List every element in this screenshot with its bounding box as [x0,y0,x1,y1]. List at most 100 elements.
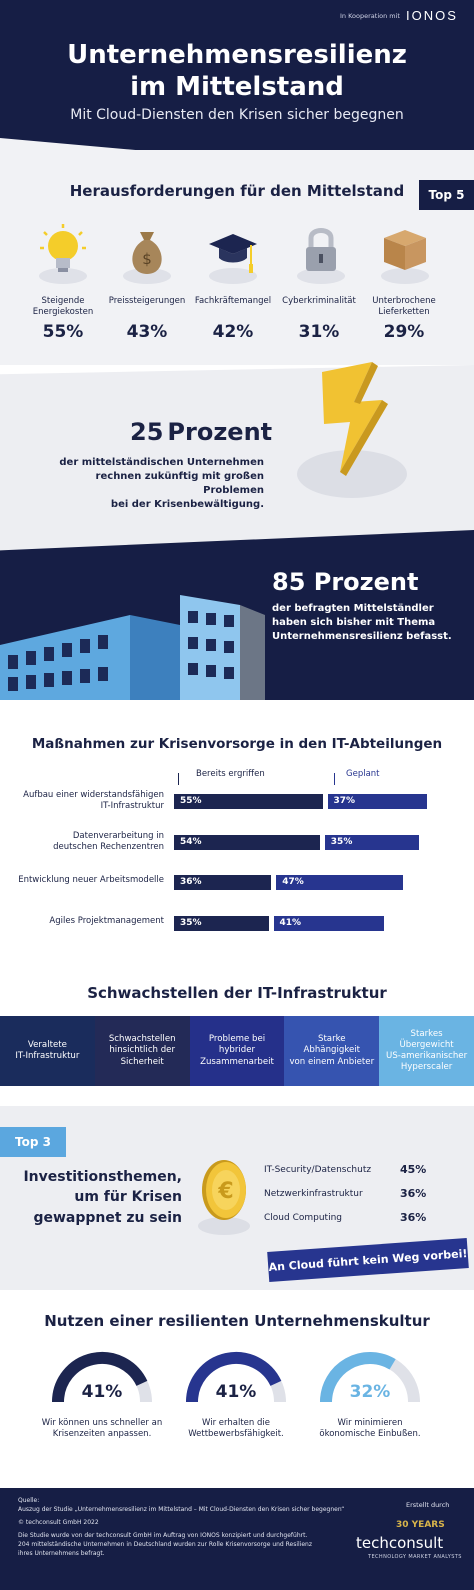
cooperation-text: In Kooperation mit [340,12,400,20]
weakness-text: Veraltete IT-Infrastruktur [15,1040,79,1062]
gauge-svg [186,1351,286,1403]
page-title-line2: im Mittelstand [130,72,344,102]
bar-planned: 37% [327,794,428,809]
weaknesses-heading: Schwachstellen der IT-Infrastruktur [87,984,387,1002]
gauge-fill [320,1352,396,1403]
stat25-line2: rechnen zukünftig mit großen Problemen [95,471,264,496]
gauge-value: 32% [349,1382,391,1402]
weakness-text-line2: von einem Anbieter [289,1056,375,1067]
weakness-cell: Veraltete IT-Infrastruktur [0,1016,95,1086]
box-icon [380,224,430,284]
weakness-text-line1: Veraltete [27,1039,67,1050]
weakness-text-line1: Starke Abhängigkeit [303,1034,361,1056]
measure-label-line2: deutschen Rechenzentren [53,842,164,853]
weakness-cell: Starkes Übergewicht US-amerikanischer Hype… [379,1016,474,1086]
techconsult-logo: 30 YEARS techconsult TECHNOLOGY MARKET A… [344,1520,464,1570]
weakness-text: Probleme bei hybrider Zusammenarbeit [200,1034,274,1068]
invest-item-value: 45% [400,1163,427,1176]
legend-done-line [178,773,179,785]
gauge-fill [52,1351,148,1403]
logo-years: 30 YEARS [396,1520,445,1530]
weakness-text-line1: Starkes Übergewicht [399,1028,454,1050]
stat25-bg [0,365,474,550]
weakness-text-line3: Zusammenarbeit [200,1056,274,1067]
challenge-label-4-line1: Cyberkriminalität [282,296,356,306]
stat25-line1: der mittelständischen Unternehmen [59,457,264,468]
weakness-text-line2: hybrider [218,1045,256,1056]
challenge-label-3: Fachkräftemangel [190,296,276,307]
gauge [318,1350,422,1406]
gauge-svg [320,1352,420,1403]
top3-badge: Top 3 [0,1127,66,1157]
stat85-text: der befragten Mittelständler haben sich … [272,602,452,644]
stat85-line2: haben sich bisher mit Thema [272,617,436,628]
gauge-label: Wir erhalten die Wettbewerbsfähigkeit. [172,1418,300,1441]
measure-label: Entwicklung neuer Arbeitsmodelle [6,875,164,886]
challenge-value-4: 31% [298,322,340,342]
weakness-text-line1: Schwachstellen [108,1034,176,1045]
challenge-value-3: 42% [212,322,254,342]
challenge-value-1: 55% [42,322,84,342]
challenge-label-1-line1: Steigende [41,296,85,306]
weakness-text-line3: Sicherheit [120,1056,164,1067]
invest-item-label: Netzwerkinfrastruktur [264,1189,363,1199]
invest-title-line3: gewappnet zu sein [33,1209,182,1226]
challenge-label-1: Steigende Energiekosten [20,296,106,317]
invest-item-label: Cloud Computing [264,1213,342,1223]
challenges-heading: Herausforderungen für den Mittelstand [69,182,405,200]
stat85-line3: Unternehmensresilienz befasst. [272,631,452,642]
stat85-headline: 85 Prozent [272,568,419,596]
top5-badge-label: Top 5 [428,188,465,202]
created-by-label: Erstellt durch [406,1501,450,1509]
weakness-text-line2: hinsichtlich der [109,1045,176,1056]
bar-done: 54% [174,835,320,850]
footer-note-line2: 204 mittelständische Unternehmen in Deut… [18,1541,313,1548]
challenge-label-5-line1: Unterbrochene [372,296,436,306]
stat25-line3: bei der Krisenbewältigung. [110,499,264,510]
challenge-value-5: 29% [383,322,425,342]
bar-planned: 41% [273,916,385,931]
gauge-label-line2: Krisenzeiten anpassen. [52,1429,152,1440]
page-subtitle: Mit Cloud-Diensten den Krisen sicher beg… [70,107,404,123]
bar-done: 36% [174,875,272,890]
measure-label: Datenverarbeitung in deutschen Rechenzent… [6,831,164,854]
ionos-logo: IONOS [406,8,458,23]
weakness-text: Starkes Übergewicht US-amerikanischer Hype… [383,1029,470,1074]
invest-title: Investitionsthemen, um für Krisen gewapp… [20,1167,182,1228]
challenge-label-4: Cyberkriminalität [276,296,362,307]
gauge-label: Wir minimieren ökonomische Einbußen. [306,1418,434,1441]
challenge-label-1-line2: Energiekosten [32,306,94,317]
svg-text:$: $ [142,250,152,268]
bar-done: 35% [174,916,269,931]
top5-badge: Top 5 [419,180,474,210]
invest-item-value: 36% [400,1211,427,1224]
gauge-value: 41% [81,1382,123,1402]
weakness-text-line3: Hyperscaler [400,1062,453,1073]
weakness-text-line2: US-amerikanischer [386,1051,468,1061]
stat25-number: 25 [130,418,164,446]
challenge-label-5-line2: Lieferketten [378,306,430,317]
lightbulb-icon [38,222,88,284]
gauge-label: Wir können uns schneller an Krisenzeiten … [38,1418,166,1441]
challenge-label-5: Unterbrochene Lieferketten [361,296,447,317]
gauge-label-line1: Wir erhalten die [202,1418,270,1428]
measure-label: Aufbau einer widerstandsfähigen IT-Infras… [6,790,164,813]
measure-label-line1: Aufbau einer widerstandsfähigen [23,790,164,800]
gauge [184,1350,288,1406]
invest-item-value: 36% [400,1187,427,1200]
measure-label-line1: Entwicklung neuer Arbeitsmodelle [18,875,164,885]
weakness-text-line1: Probleme bei [208,1034,266,1045]
weakness-cell: Schwachstellen hinsichtlich der Sicherheit [94,1016,190,1086]
logo-name: techconsult [356,1534,444,1552]
gauge-svg [52,1351,152,1403]
invest-title-line1: Investitionsthemen, [23,1169,182,1185]
footer-note-line1: Die Studie wurde von der techconsult Gmb… [18,1532,308,1539]
stat25-text: der mittelständischen Unternehmen rechne… [40,456,264,512]
svg-text:€: € [217,1179,233,1204]
challenge-label-3-line1: Fachkräftemangel [194,296,272,306]
measure-label-line2: IT-Infrastruktur [100,801,164,812]
gauge-fill [186,1351,282,1403]
legend-done: Bereits ergriffen [196,769,265,779]
gauge-value: 41% [215,1382,257,1402]
header-banner [0,0,474,150]
